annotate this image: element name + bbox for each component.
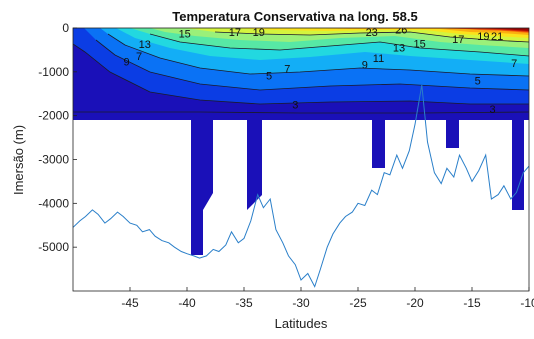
contour-label-9: 11 [373, 53, 384, 65]
x-tick-label: -45 [121, 296, 139, 310]
contour-label-4: 9 [124, 56, 130, 68]
chart-title: Temperatura Conservativa na long. 58.5 [172, 9, 417, 24]
y-tick-label: -3000 [38, 153, 69, 167]
isotherm-band-27 [470, 28, 529, 31]
y-tick-label: -1000 [38, 65, 69, 79]
y-tick-label: -5000 [38, 240, 69, 254]
isotherm-line-13 [149, 33, 529, 57]
contour-label-10: 13 [393, 43, 405, 55]
isotherm-line-3 [73, 111, 529, 114]
contour-label-11: 15 [413, 38, 425, 50]
x-axis: -45 -40 -35 -30 -25 -20 -15 -10 [121, 287, 534, 310]
y-axis: 0 -1000 -2000 -3000 -4000 -5000 [38, 21, 77, 254]
isotherm-line-5 [73, 43, 529, 105]
contour-label-5: 7 [136, 51, 142, 63]
contour-label-7: 5 [266, 70, 272, 82]
y-axis-label: Imersão (m) [11, 125, 26, 195]
isotherm-line-9 [107, 33, 529, 77]
contour-label-2: 17 [229, 27, 241, 39]
x-tick-label: -35 [235, 296, 253, 310]
contour-label-20: 3 [489, 104, 495, 116]
x-tick-label: -20 [406, 296, 424, 310]
contour-label-19: 3 [292, 100, 298, 112]
y-tick-label: -2000 [38, 109, 69, 123]
contour-label-18: 5 [475, 76, 481, 88]
contour-label-8: 9 [362, 59, 368, 71]
contour-label-17: 7 [511, 58, 517, 70]
contour-label-13: 26 [395, 24, 407, 36]
contour-label-1: 15 [179, 29, 191, 41]
x-tick-label: -25 [349, 296, 367, 310]
contour-label-0: 13 [139, 39, 151, 51]
contour-label-3: 19 [253, 27, 265, 39]
x-tick-label: -10 [520, 296, 534, 310]
y-tick-label: -4000 [38, 196, 69, 210]
isotherm-band-21 [300, 28, 529, 35]
x-tick-label: -40 [178, 296, 196, 310]
x-tick-label: -15 [463, 296, 481, 310]
contour-label-12: 23 [366, 27, 378, 39]
contour-label-16: 21 [491, 31, 503, 43]
isotherm-line-7 [95, 39, 529, 91]
x-tick-label: -30 [292, 296, 310, 310]
x-axis-label: Latitudes [275, 316, 328, 331]
isotherm-line-17 [214, 31, 529, 43]
contour-label-6: 7 [284, 63, 290, 75]
y-tick-label: 0 [62, 21, 69, 35]
contour-label-14: 17 [452, 34, 464, 46]
bathymetry-line [73, 84, 529, 288]
isotherm-band-19 [230, 28, 529, 38]
contour-label-15: 19 [477, 31, 489, 43]
